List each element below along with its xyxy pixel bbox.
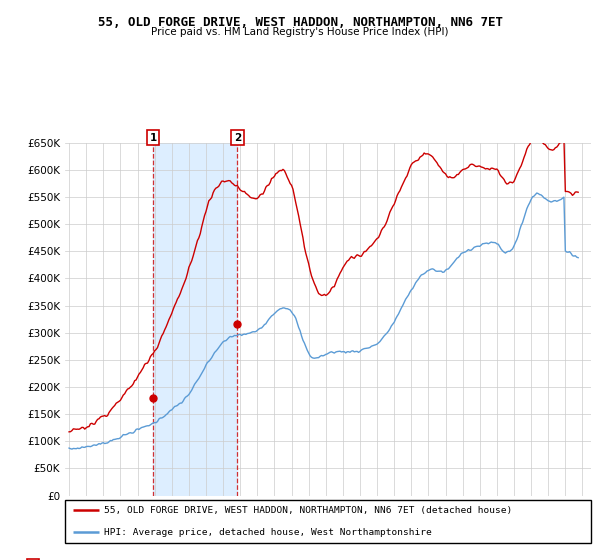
Bar	[153, 143, 237, 496]
Text: 2: 2	[233, 133, 241, 143]
FancyBboxPatch shape	[65, 500, 591, 543]
Text: HPI: Average price, detached house, West Northamptonshire: HPI: Average price, detached house, West…	[104, 528, 432, 537]
Text: 55, OLD FORGE DRIVE, WEST HADDON, NORTHAMPTON, NN6 7ET (detached house): 55, OLD FORGE DRIVE, WEST HADDON, NORTHA…	[104, 506, 512, 515]
Text: 1: 1	[149, 133, 157, 143]
Text: 55, OLD FORGE DRIVE, WEST HADDON, NORTHAMPTON, NN6 7ET: 55, OLD FORGE DRIVE, WEST HADDON, NORTHA…	[97, 16, 503, 29]
Text: Price paid vs. HM Land Registry's House Price Index (HPI): Price paid vs. HM Land Registry's House …	[151, 27, 449, 37]
